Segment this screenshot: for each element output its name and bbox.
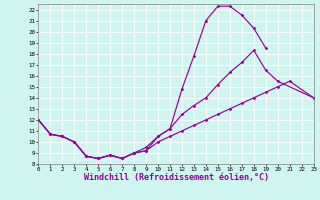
X-axis label: Windchill (Refroidissement éolien,°C): Windchill (Refroidissement éolien,°C) (84, 173, 268, 182)
